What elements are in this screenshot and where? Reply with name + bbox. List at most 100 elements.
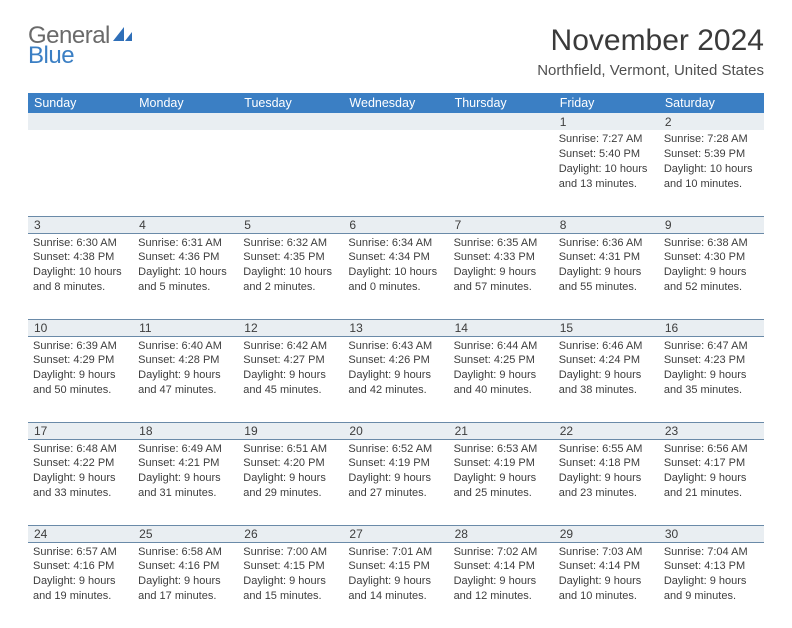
- sunrise-text: Sunrise: 6:57 AM: [33, 545, 128, 560]
- day-number-cell: 28: [449, 525, 554, 542]
- day-number-cell: 12: [238, 319, 343, 336]
- dayhead-tue: Tuesday: [238, 93, 343, 113]
- sunrise-text: Sunrise: 6:58 AM: [138, 545, 233, 560]
- sunset-text: Sunset: 4:19 PM: [348, 456, 443, 471]
- day-cell: Sunrise: 6:35 AMSunset: 4:33 PMDaylight:…: [449, 233, 554, 319]
- day-cell: Sunrise: 7:02 AMSunset: 4:14 PMDaylight:…: [449, 542, 554, 628]
- sunrise-text: Sunrise: 7:04 AM: [664, 545, 759, 560]
- day-cell: Sunrise: 6:56 AMSunset: 4:17 PMDaylight:…: [659, 439, 764, 525]
- sunset-text: Sunset: 4:16 PM: [138, 559, 233, 574]
- sunrise-text: Sunrise: 6:32 AM: [243, 236, 338, 251]
- daylight-text: Daylight: 9 hours and 12 minutes.: [454, 574, 549, 604]
- day-number-cell: 11: [133, 319, 238, 336]
- daylight-text: Daylight: 9 hours and 57 minutes.: [454, 265, 549, 295]
- day-number-cell: [343, 113, 448, 130]
- daynum-row: 17181920212223: [28, 422, 764, 439]
- day-cell: Sunrise: 7:00 AMSunset: 4:15 PMDaylight:…: [238, 542, 343, 628]
- daylight-text: Daylight: 9 hours and 52 minutes.: [664, 265, 759, 295]
- dayhead-wed: Wednesday: [343, 93, 448, 113]
- sunrise-text: Sunrise: 6:44 AM: [454, 339, 549, 354]
- day-cell: Sunrise: 6:57 AMSunset: 4:16 PMDaylight:…: [28, 542, 133, 628]
- day-cell: Sunrise: 6:51 AMSunset: 4:20 PMDaylight:…: [238, 439, 343, 525]
- dayhead-sat: Saturday: [659, 93, 764, 113]
- sunrise-text: Sunrise: 6:53 AM: [454, 442, 549, 457]
- dayhead-thu: Thursday: [449, 93, 554, 113]
- daylight-text: Daylight: 9 hours and 25 minutes.: [454, 471, 549, 501]
- day-number-cell: 18: [133, 422, 238, 439]
- daylight-text: Daylight: 10 hours and 0 minutes.: [348, 265, 443, 295]
- day-number-cell: [449, 113, 554, 130]
- day-cell: Sunrise: 7:27 AMSunset: 5:40 PMDaylight:…: [554, 130, 659, 216]
- daylight-text: Daylight: 9 hours and 19 minutes.: [33, 574, 128, 604]
- content-row: Sunrise: 6:39 AMSunset: 4:29 PMDaylight:…: [28, 336, 764, 422]
- day-number-cell: 10: [28, 319, 133, 336]
- daylight-text: Daylight: 9 hours and 10 minutes.: [559, 574, 654, 604]
- day-cell: Sunrise: 6:39 AMSunset: 4:29 PMDaylight:…: [28, 336, 133, 422]
- daylight-text: Daylight: 9 hours and 47 minutes.: [138, 368, 233, 398]
- sunrise-text: Sunrise: 6:51 AM: [243, 442, 338, 457]
- sunset-text: Sunset: 4:28 PM: [138, 353, 233, 368]
- header: General Blue November 2024 Northfield, V…: [28, 24, 764, 79]
- day-number-cell: 9: [659, 216, 764, 233]
- sunset-text: Sunset: 4:19 PM: [454, 456, 549, 471]
- daylight-text: Daylight: 10 hours and 5 minutes.: [138, 265, 233, 295]
- sunrise-text: Sunrise: 6:35 AM: [454, 236, 549, 251]
- content-row: Sunrise: 7:27 AMSunset: 5:40 PMDaylight:…: [28, 130, 764, 216]
- sunrise-text: Sunrise: 7:00 AM: [243, 545, 338, 560]
- day-number-cell: 5: [238, 216, 343, 233]
- daylight-text: Daylight: 9 hours and 40 minutes.: [454, 368, 549, 398]
- sunset-text: Sunset: 4:14 PM: [559, 559, 654, 574]
- day-cell: [238, 130, 343, 216]
- sunrise-text: Sunrise: 6:56 AM: [664, 442, 759, 457]
- day-cell: Sunrise: 6:53 AMSunset: 4:19 PMDaylight:…: [449, 439, 554, 525]
- daynum-row: 24252627282930: [28, 525, 764, 542]
- day-cell: Sunrise: 6:52 AMSunset: 4:19 PMDaylight:…: [343, 439, 448, 525]
- daynum-row: 12: [28, 113, 764, 130]
- daylight-text: Daylight: 10 hours and 2 minutes.: [243, 265, 338, 295]
- sunset-text: Sunset: 5:39 PM: [664, 147, 759, 162]
- sunset-text: Sunset: 4:34 PM: [348, 250, 443, 265]
- day-cell: [449, 130, 554, 216]
- sunrise-text: Sunrise: 7:28 AM: [664, 132, 759, 147]
- content-row: Sunrise: 6:30 AMSunset: 4:38 PMDaylight:…: [28, 233, 764, 319]
- day-cell: Sunrise: 6:40 AMSunset: 4:28 PMDaylight:…: [133, 336, 238, 422]
- sunset-text: Sunset: 4:36 PM: [138, 250, 233, 265]
- content-row: Sunrise: 6:57 AMSunset: 4:16 PMDaylight:…: [28, 542, 764, 628]
- sunset-text: Sunset: 5:40 PM: [559, 147, 654, 162]
- daynum-row: 3456789: [28, 216, 764, 233]
- day-cell: Sunrise: 7:04 AMSunset: 4:13 PMDaylight:…: [659, 542, 764, 628]
- month-title: November 2024: [537, 24, 764, 58]
- day-cell: Sunrise: 6:44 AMSunset: 4:25 PMDaylight:…: [449, 336, 554, 422]
- sunrise-text: Sunrise: 7:03 AM: [559, 545, 654, 560]
- day-number-cell: 16: [659, 319, 764, 336]
- daylight-text: Daylight: 9 hours and 14 minutes.: [348, 574, 443, 604]
- sunrise-text: Sunrise: 6:47 AM: [664, 339, 759, 354]
- day-number-cell: [133, 113, 238, 130]
- day-number-cell: 6: [343, 216, 448, 233]
- day-number-cell: 14: [449, 319, 554, 336]
- daylight-text: Daylight: 9 hours and 17 minutes.: [138, 574, 233, 604]
- day-number-cell: 24: [28, 525, 133, 542]
- logo-text-blue: Blue: [28, 44, 134, 68]
- daylight-text: Daylight: 9 hours and 33 minutes.: [33, 471, 128, 501]
- day-cell: [133, 130, 238, 216]
- sunset-text: Sunset: 4:29 PM: [33, 353, 128, 368]
- weekday-header-row: Sunday Monday Tuesday Wednesday Thursday…: [28, 93, 764, 113]
- sunset-text: Sunset: 4:14 PM: [454, 559, 549, 574]
- day-number-cell: 21: [449, 422, 554, 439]
- sunset-text: Sunset: 4:33 PM: [454, 250, 549, 265]
- day-number-cell: 17: [28, 422, 133, 439]
- sunset-text: Sunset: 4:18 PM: [559, 456, 654, 471]
- daylight-text: Daylight: 9 hours and 23 minutes.: [559, 471, 654, 501]
- day-cell: Sunrise: 6:31 AMSunset: 4:36 PMDaylight:…: [133, 233, 238, 319]
- sunset-text: Sunset: 4:23 PM: [664, 353, 759, 368]
- logo: General Blue: [28, 24, 134, 68]
- day-number-cell: 7: [449, 216, 554, 233]
- daylight-text: Daylight: 9 hours and 29 minutes.: [243, 471, 338, 501]
- day-cell: Sunrise: 6:32 AMSunset: 4:35 PMDaylight:…: [238, 233, 343, 319]
- sunrise-text: Sunrise: 6:36 AM: [559, 236, 654, 251]
- day-cell: Sunrise: 6:58 AMSunset: 4:16 PMDaylight:…: [133, 542, 238, 628]
- day-number-cell: 1: [554, 113, 659, 130]
- day-cell: Sunrise: 6:38 AMSunset: 4:30 PMDaylight:…: [659, 233, 764, 319]
- sunset-text: Sunset: 4:24 PM: [559, 353, 654, 368]
